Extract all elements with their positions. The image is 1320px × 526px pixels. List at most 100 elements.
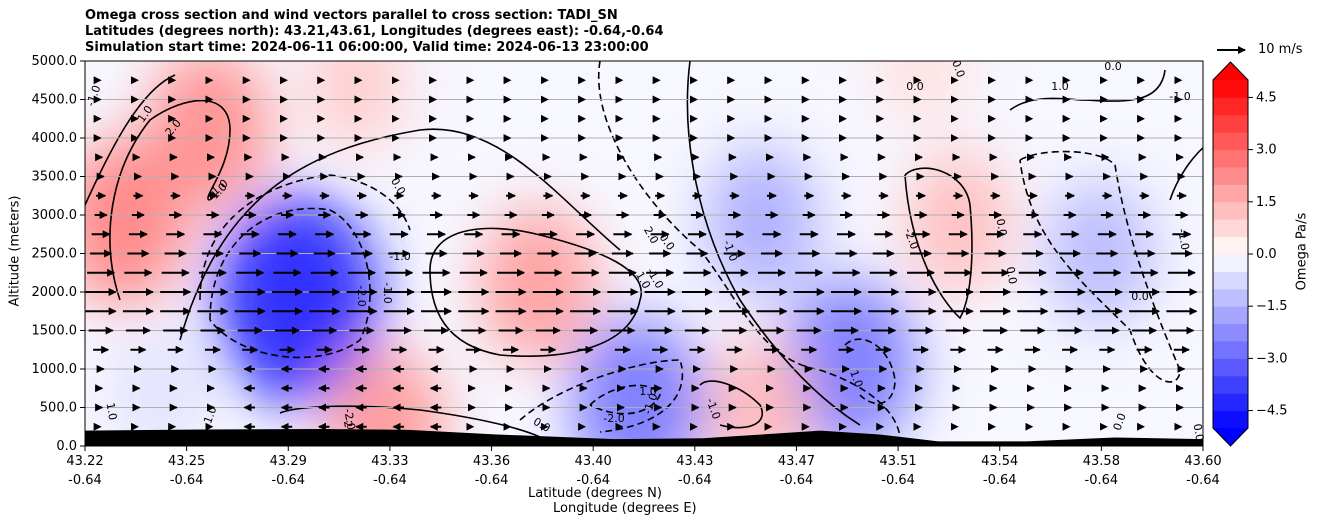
- colorbar-tick-label: −4.5: [1256, 404, 1288, 419]
- omega-region: [877, 61, 970, 128]
- y-tick-label: 3500.0: [32, 170, 78, 185]
- contour-label: -2.0: [340, 416, 357, 439]
- contour-line: [179, 128, 621, 341]
- contour-label: 0.0: [1191, 423, 1207, 442]
- vector-key-label: 10 m/s: [1258, 42, 1303, 57]
- omega-region: [112, 329, 205, 446]
- colorbar-step: [1213, 80, 1248, 98]
- y-axis-label: Altitude (meters): [7, 195, 23, 307]
- x-tick-label-lat: 43.22: [66, 454, 103, 469]
- plot-frame: [84, 60, 1204, 447]
- x-tick-label-lon: -0.64: [780, 473, 814, 488]
- contour-line: [1169, 147, 1203, 201]
- colorbar-extend-max: [1213, 62, 1248, 80]
- colorbar-step: [1213, 358, 1248, 377]
- y-tick-label: 3000.0: [32, 208, 78, 223]
- contour-line: [699, 380, 763, 429]
- contour-label: 0.0: [1131, 290, 1149, 303]
- colorbar-step: [1213, 393, 1248, 412]
- colorbar-step: [1213, 236, 1248, 255]
- contour-label: 0.0: [1104, 60, 1122, 73]
- chart-title-line-1: Omega cross section and wind vectors par…: [85, 8, 618, 23]
- contour-line: [429, 227, 643, 357]
- colorbar-step: [1213, 132, 1248, 151]
- colorbar-step: [1213, 288, 1248, 307]
- colorbar-tick-label: −3.0: [1256, 351, 1288, 366]
- x-tick-label-lon: -0.64: [373, 473, 407, 488]
- x-tick-label-lat: 43.43: [676, 454, 713, 469]
- colorbar-step: [1213, 254, 1248, 272]
- omega-region: [305, 61, 406, 152]
- x-tick-label-lat: 43.25: [168, 454, 205, 469]
- colorbar-step: [1213, 201, 1248, 220]
- contour-label: 1.0: [639, 385, 657, 398]
- contour-line: [589, 384, 661, 415]
- y-tick-label: 2000.0: [32, 285, 78, 300]
- x-tick-label-lat: 43.33: [371, 454, 408, 469]
- colorbar-step: [1213, 306, 1248, 325]
- contour-label: -1.0: [1175, 228, 1192, 251]
- x-tick-label-lat: 43.40: [575, 454, 612, 469]
- omega-region: [704, 337, 813, 446]
- colorbar-step: [1213, 97, 1248, 116]
- omega-region: [705, 148, 818, 297]
- contour-line: [686, 61, 861, 426]
- contour-line: [109, 99, 231, 301]
- contour-line: [85, 74, 176, 206]
- x-axis-label-latitude: Latitude (degrees N): [528, 486, 662, 501]
- contour-label: 0.0: [1111, 411, 1129, 432]
- colorbar-step: [1213, 149, 1248, 168]
- colorbar-step: [1213, 114, 1248, 133]
- chart-title-line-2: Latitudes (degrees north): 43.21,43.61, …: [85, 24, 664, 39]
- x-tick-label-lon: -0.64: [271, 473, 305, 488]
- y-tick-label: 1500.0: [32, 324, 78, 339]
- contour-label: -2.0: [603, 412, 624, 425]
- x-tick-label-lat: 43.47: [778, 454, 815, 469]
- x-tick-label-lon: -0.64: [678, 473, 712, 488]
- x-tick-label-lon: -0.64: [1085, 473, 1119, 488]
- y-tick-label: 4500.0: [32, 93, 78, 108]
- x-axis-label-longitude: Longitude (degrees E): [553, 501, 697, 516]
- colorbar-tick-label: 3.0: [1256, 143, 1277, 158]
- contour-label: 1.0: [1051, 80, 1069, 93]
- x-tick-label-lon: -0.64: [983, 473, 1017, 488]
- omega-region: [905, 152, 1012, 294]
- terrain-profile: [85, 429, 1203, 446]
- y-tick-label: 1000.0: [32, 362, 78, 377]
- x-tick-label-lon: -0.64: [170, 473, 204, 488]
- colorbar-frame: [1212, 61, 1249, 447]
- y-axis: 0.0 500.0 1000.0 1500.0 2000.0 2500.0 3000.0 35…: [32, 54, 85, 454]
- colorbar-step: [1213, 410, 1248, 429]
- x-tick-label-lat: 43.54: [981, 454, 1018, 469]
- contour-label: 1.0: [104, 402, 120, 421]
- y-tick-label: 500.0: [40, 401, 77, 416]
- colorbar-step: [1213, 219, 1248, 238]
- colorbar-extend-min: [1213, 428, 1248, 446]
- x-tick-label-lon: -0.64: [1186, 473, 1220, 488]
- omega-region: [325, 347, 446, 446]
- contour-line: [199, 174, 411, 301]
- contour-label: 0.0: [906, 80, 924, 93]
- colorbar-tick-label: 1.5: [1256, 195, 1277, 210]
- contour-label: 0.0: [949, 58, 967, 79]
- colorbar-step: [1213, 375, 1248, 394]
- x-tick-label-lon: -0.64: [881, 473, 915, 488]
- contour-label: -1.0: [389, 250, 410, 263]
- contour-line: [598, 61, 901, 441]
- colorbar-step: [1213, 271, 1248, 290]
- omega-contours: [85, 61, 1203, 441]
- contour-label: -1.0: [1169, 90, 1190, 103]
- y-tick-label: 5000.0: [32, 54, 78, 69]
- contour-label: -2.0: [341, 408, 358, 431]
- colorbar-step: [1213, 184, 1248, 203]
- contour-label: -2.0: [355, 285, 368, 306]
- terrain: [85, 429, 1203, 446]
- contour-label: 0.0: [1004, 266, 1020, 285]
- x-tick-label-lat: 43.51: [879, 454, 916, 469]
- x-tick-label-lon: -0.64: [68, 473, 102, 488]
- colorbar-step: [1213, 323, 1248, 342]
- colorbar-tick-label: −1.5: [1256, 299, 1288, 314]
- omega-region: [479, 206, 598, 363]
- wind-vectors: [85, 153, 1198, 431]
